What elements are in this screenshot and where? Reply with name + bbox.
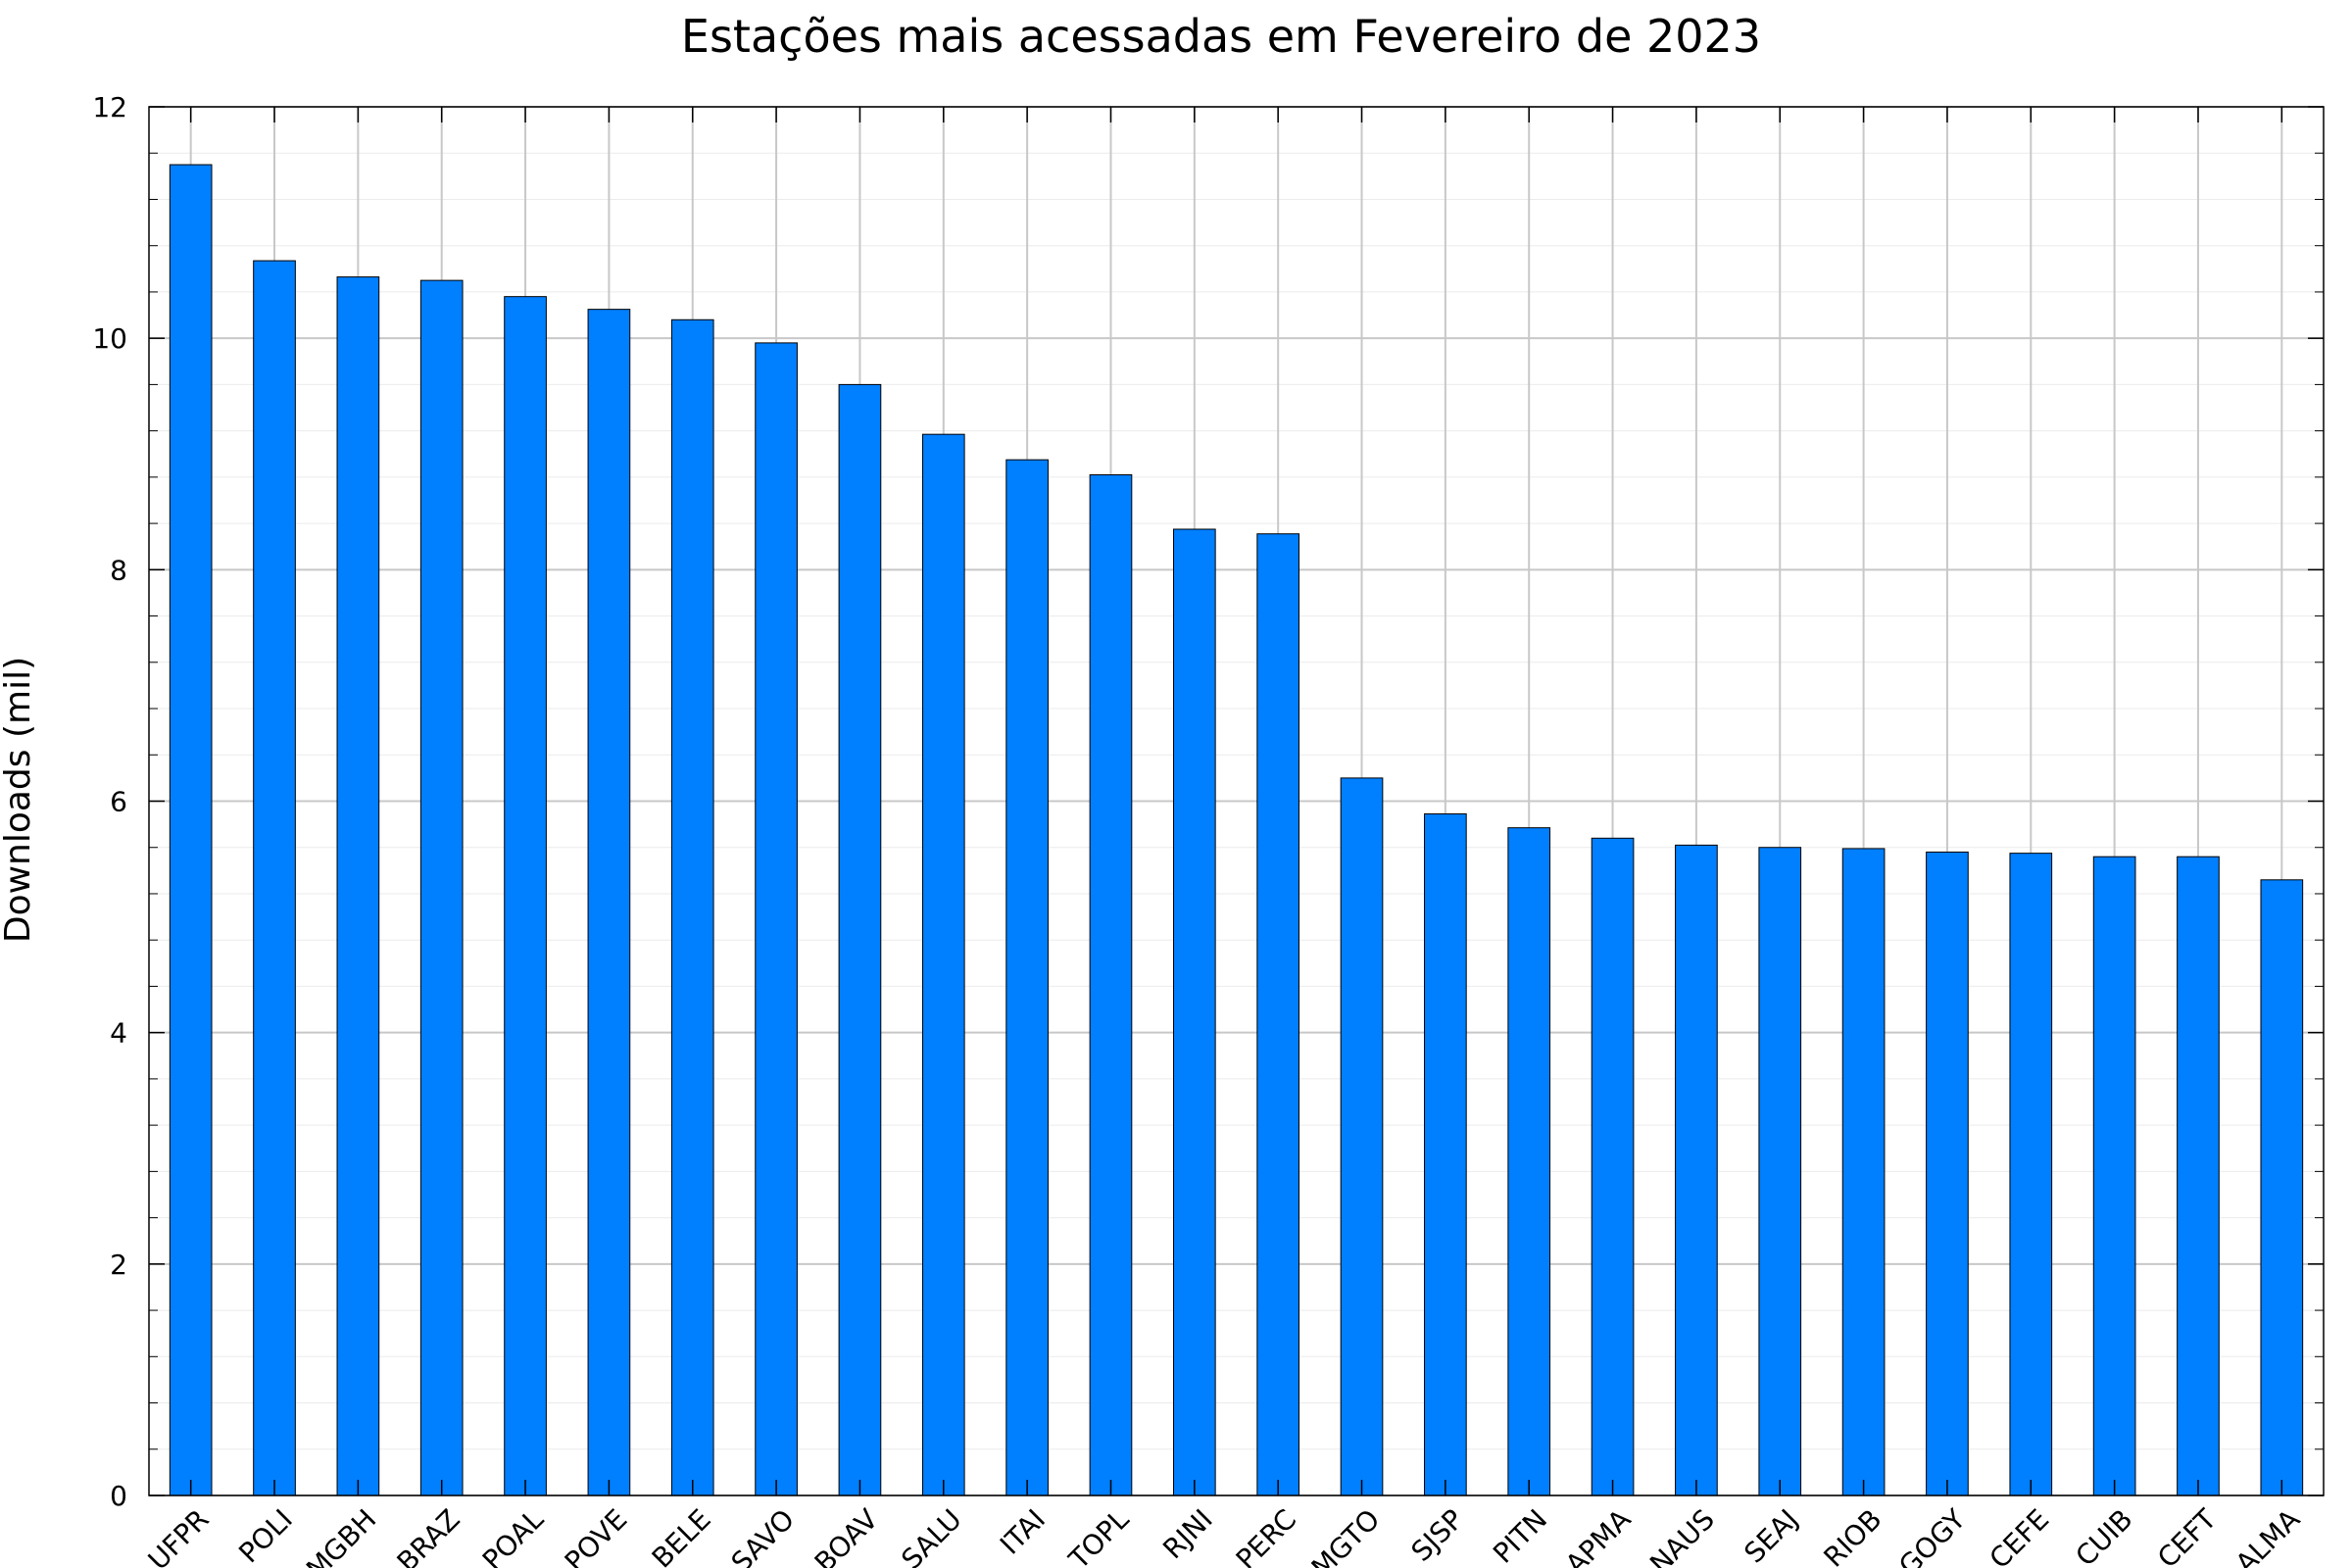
- bar-braz: [419, 279, 464, 1496]
- bar-savo: [755, 342, 798, 1496]
- bar-riob: [1841, 848, 1886, 1496]
- bar-cuib: [2092, 856, 2136, 1496]
- bar-sjsp: [1424, 812, 1467, 1496]
- bar-poal: [504, 296, 547, 1496]
- bar-salu: [921, 433, 965, 1496]
- y-tick-label: 4: [110, 1017, 127, 1050]
- bar-apma: [1591, 837, 1635, 1496]
- chart-title: Estações mais acessadas em Fevereiro de …: [681, 10, 1761, 63]
- bar-boav: [838, 383, 882, 1496]
- bar-mgto: [1340, 777, 1384, 1496]
- axis-ticks: [149, 106, 2324, 1496]
- y-tick-label: 2: [110, 1249, 127, 1281]
- bar-ufpr: [169, 164, 213, 1496]
- bar-naus: [1675, 844, 1718, 1496]
- y-tick-label: 8: [110, 554, 127, 586]
- y-tick-label: 10: [92, 322, 127, 355]
- y-axis-label: Downloads (mil): [0, 657, 38, 943]
- bar-rjni: [1172, 528, 1216, 1496]
- y-axis-tick-labels: 0 2 4 6 8 10 12: [92, 91, 127, 1512]
- bar-itai: [1005, 459, 1049, 1496]
- bar-perc: [1256, 533, 1300, 1496]
- bar-poli: [253, 260, 296, 1496]
- bar-seaj: [1758, 847, 1802, 1496]
- bar-gogy: [1926, 851, 1969, 1496]
- bar-alma: [2260, 879, 2304, 1496]
- y-tick-label: 0: [110, 1480, 127, 1512]
- bar-ceft: [2177, 856, 2220, 1496]
- bar-pitn: [1507, 827, 1551, 1496]
- bar-mgbh: [336, 276, 380, 1496]
- y-tick-label: 6: [110, 786, 127, 818]
- bar-bele: [670, 318, 714, 1496]
- bar-pove: [587, 309, 631, 1496]
- y-tick-label: 12: [92, 91, 127, 123]
- bar-topl: [1089, 474, 1133, 1496]
- bar-cefe: [2009, 853, 2053, 1496]
